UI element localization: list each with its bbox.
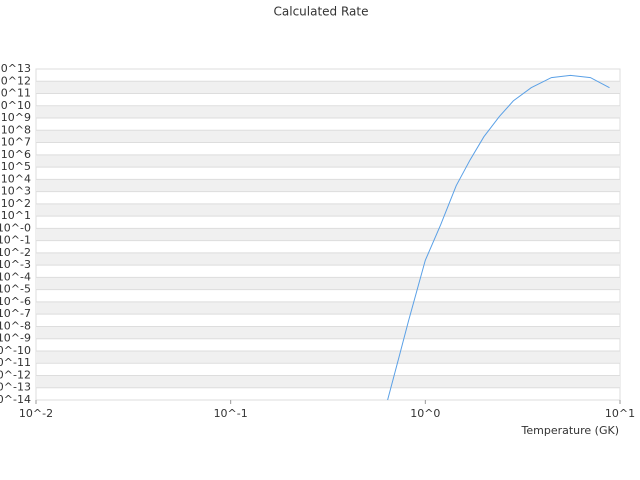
grid-band (36, 203, 620, 217)
grid-band (36, 228, 620, 241)
grid-band (36, 130, 620, 143)
grid-band (36, 350, 620, 364)
y-tick-label: 10^-11 (0, 356, 31, 369)
y-tick-label: 10^-2 (0, 246, 31, 259)
y-tick-label: 10^10 (0, 99, 31, 112)
grid-band (36, 81, 620, 94)
grid-band (36, 179, 620, 192)
grid-band (36, 154, 620, 168)
y-tick-label: 10^6 (1, 148, 31, 161)
y-tick-label: 10^13 (0, 62, 31, 75)
y-tick-label: 10^-6 (0, 295, 31, 308)
x-axis-label: Temperature (GK) (521, 424, 620, 437)
y-tick-label: 10^-14 (0, 393, 31, 406)
x-tick-label: 10^-2 (19, 407, 53, 420)
grid-band (36, 326, 620, 339)
grid-band (36, 252, 620, 266)
y-tick-label: 10^-4 (0, 270, 31, 283)
y-tick-label: 10^-3 (0, 258, 31, 271)
y-tick-label: 10^-10 (0, 344, 31, 357)
y-tick-label: 10^1 (1, 209, 31, 222)
grid-band (36, 375, 620, 388)
y-tick-label: 10^12 (0, 74, 31, 87)
y-tick-label: 10^5 (1, 160, 31, 173)
y-tick-label: 10^9 (1, 111, 31, 124)
grid-band (36, 277, 620, 290)
y-tick-label: 10^-0 (0, 221, 31, 234)
grid-band (36, 105, 620, 119)
grid-band (36, 301, 620, 315)
y-tick-label: 10^-12 (0, 368, 31, 381)
y-tick-label: 10^-13 (0, 381, 31, 394)
y-tick-label: 10^2 (1, 197, 31, 210)
x-tick-label: 10^0 (410, 407, 440, 420)
line (387, 74, 610, 401)
x-tick-label: 10^-1 (214, 407, 248, 420)
y-tick-label: 10^3 (1, 185, 31, 198)
y-tick-label: 10^11 (0, 87, 31, 100)
y-tick-label: 10^7 (1, 136, 31, 149)
y-tick-label: 10^8 (1, 123, 31, 136)
y-tick-label: 10^-5 (0, 283, 31, 296)
x-tick-label: 10^1 (605, 407, 635, 420)
y-tick-label: 10^-9 (0, 332, 31, 345)
y-tick-label: 10^-8 (0, 319, 31, 332)
y-tick-label: 10^4 (1, 172, 31, 185)
y-tick-label: 10^-7 (0, 307, 31, 320)
y-tick-label: 10^-1 (0, 234, 31, 247)
chart-title: Calculated Rate (274, 5, 369, 19)
